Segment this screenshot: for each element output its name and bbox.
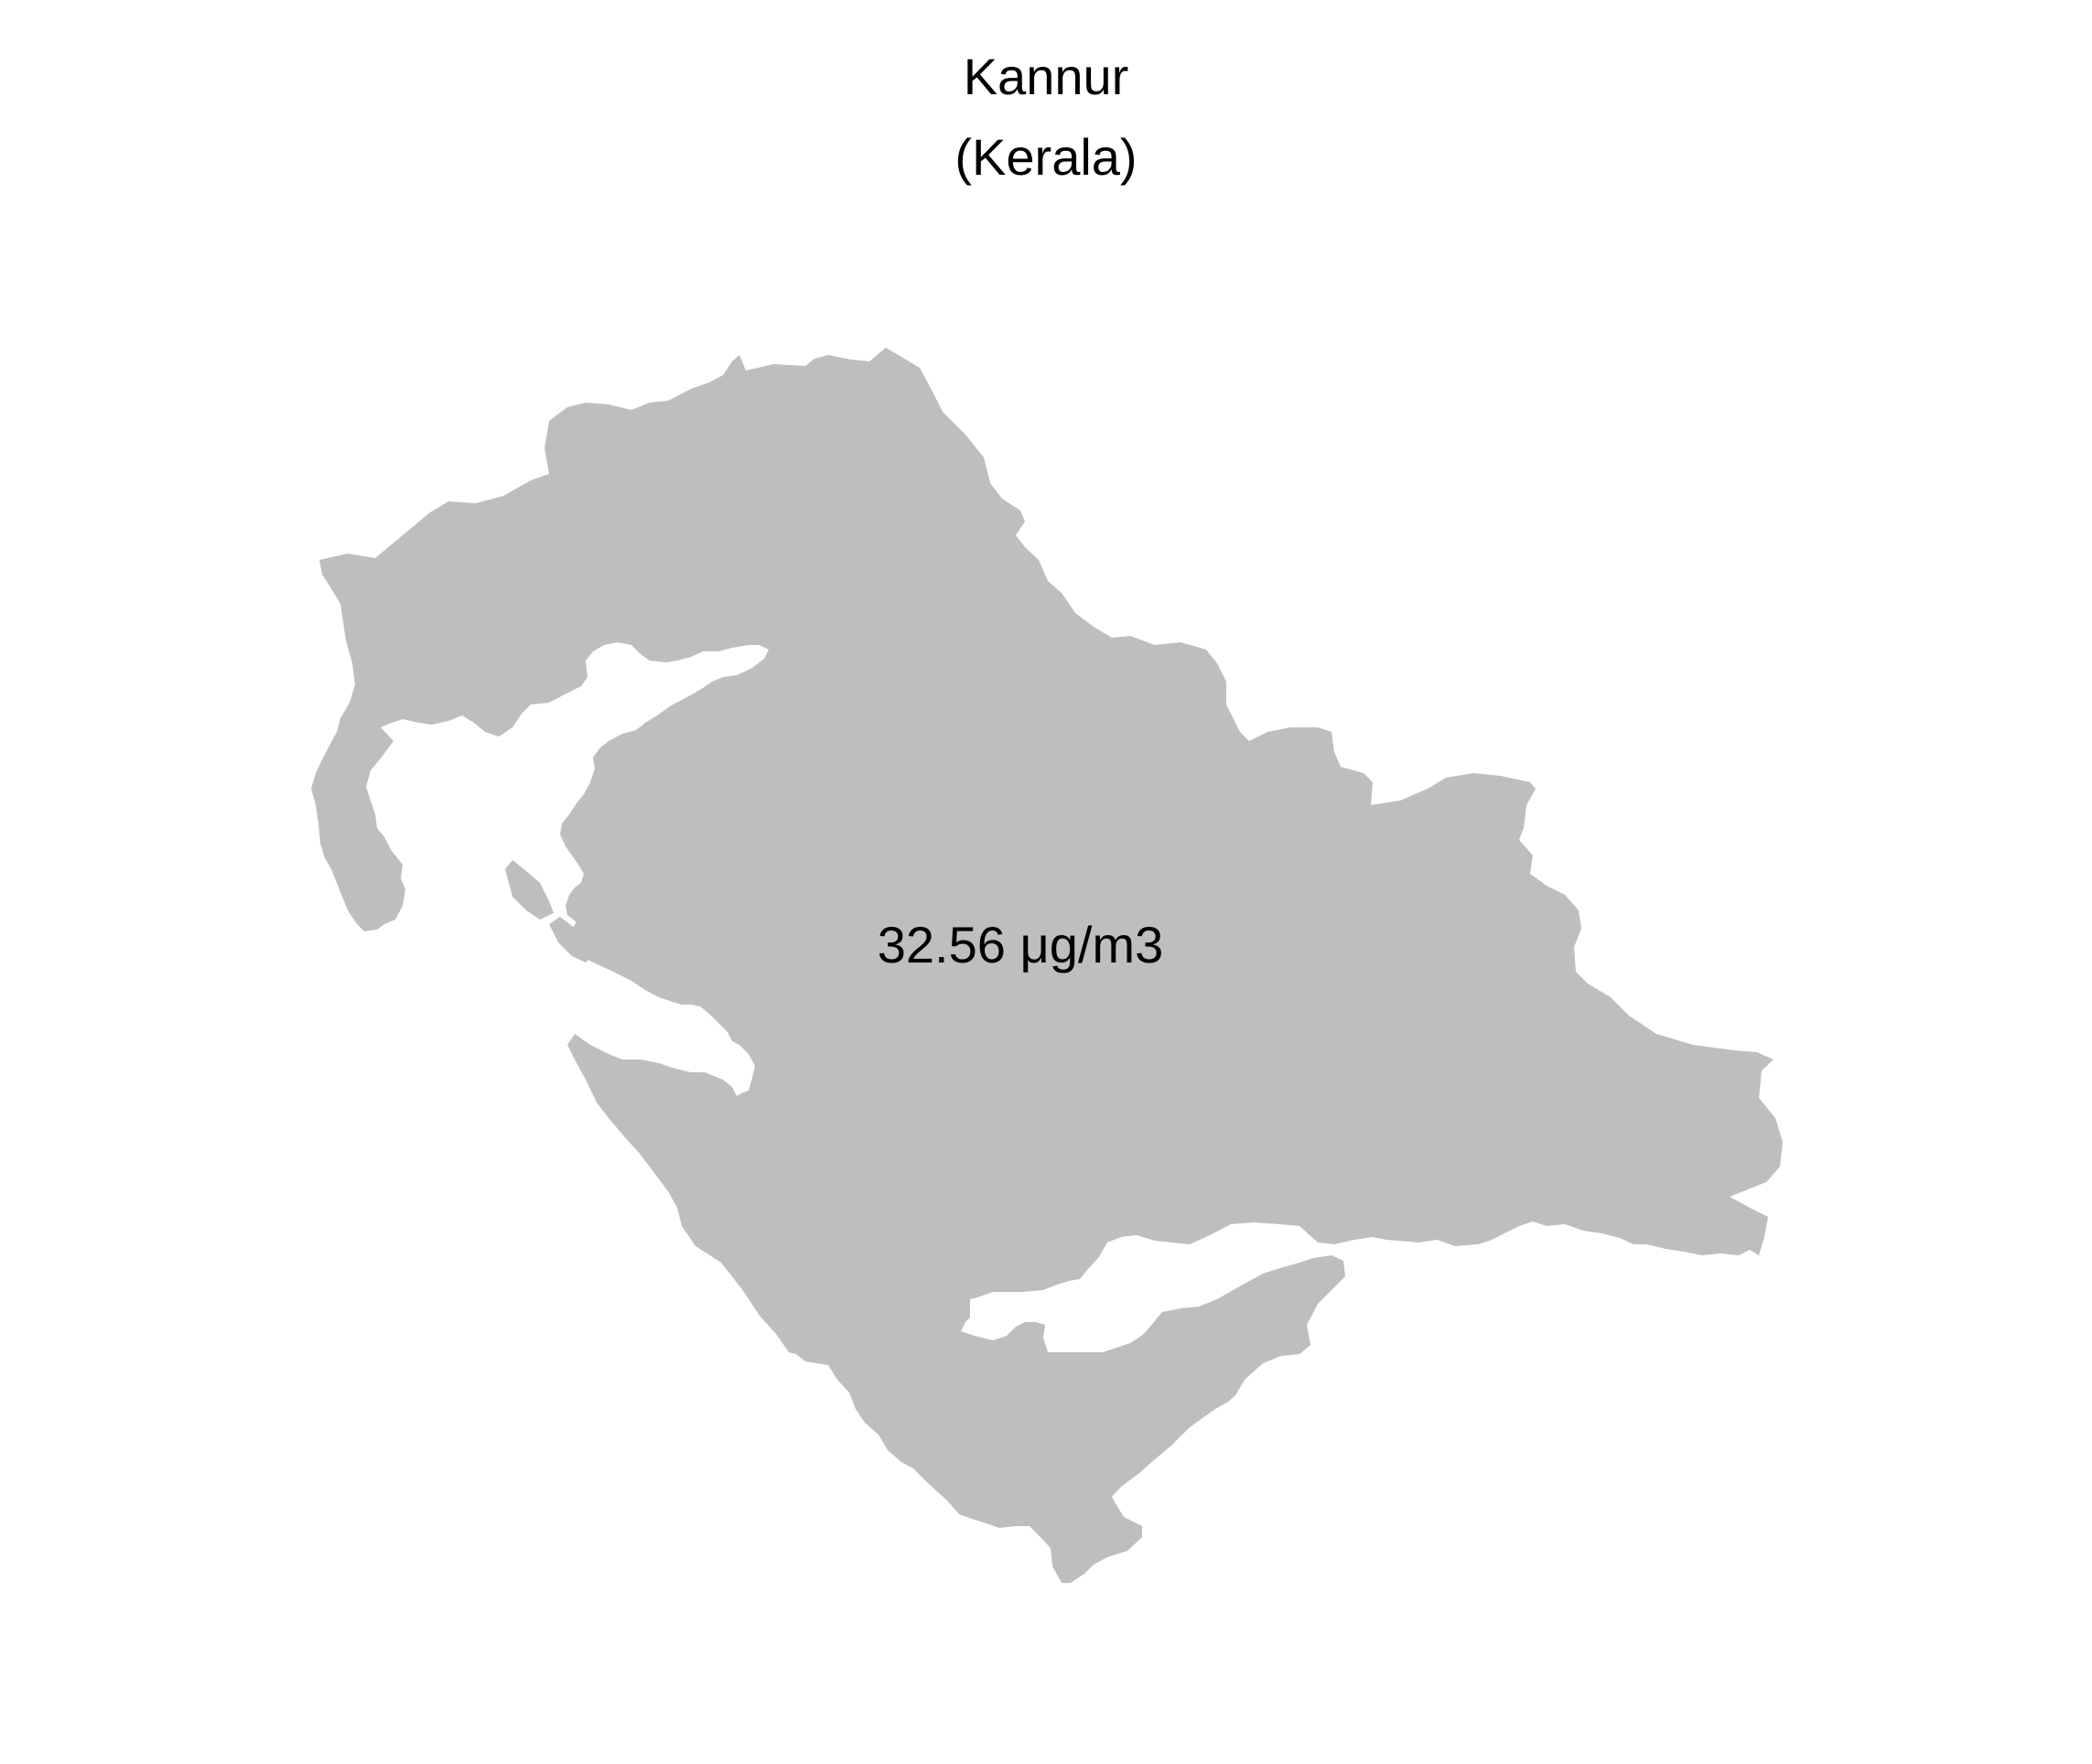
map-subtitle: (Kerala) (954, 128, 1138, 186)
coastal-fragment-mid (549, 917, 595, 963)
coastal-fragment-north (505, 860, 554, 920)
map-title: Kannur (963, 48, 1129, 105)
district-shape (311, 348, 1783, 1583)
region-value-label: 32.56 μg/m3 (878, 916, 1163, 973)
